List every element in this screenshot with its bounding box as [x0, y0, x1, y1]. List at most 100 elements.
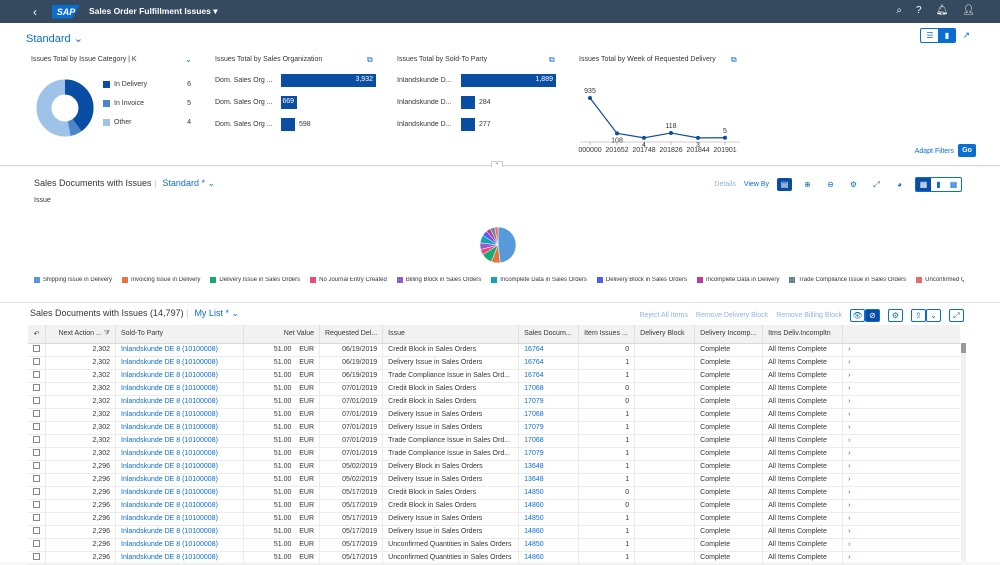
table-variant-selector[interactable]: My List * ⌄: [194, 308, 239, 318]
legend-item[interactable]: Trade Compliance Issue in Sales Orders: [789, 277, 906, 283]
scrollbar-thumb[interactable]: [961, 343, 966, 353]
row-checkbox[interactable]: [33, 436, 40, 443]
details-button[interactable]: Details: [714, 181, 736, 188]
help-icon[interactable]: ?: [916, 5, 922, 16]
pie-chart[interactable]: [478, 225, 518, 265]
data-point[interactable]: [642, 135, 646, 140]
column-header[interactable]: Delivery Incomp...: [694, 325, 764, 344]
sold-to-party-link[interactable]: Inlandskunde DE 8 (10100008): [115, 460, 244, 474]
sold-to-party-link[interactable]: Inlandskunde DE 8 (10100008): [115, 343, 244, 357]
legend-item[interactable]: Unconfirmed Q: [916, 277, 964, 283]
navigate-chevron-icon[interactable]: ›: [848, 450, 851, 457]
table-row[interactable]: 2,296 Inlandskunde DE 8 (10100008) 51.00 E…: [28, 512, 960, 526]
bar-row[interactable]: Dom. Sales Org ... 669: [215, 95, 297, 109]
chart-variant-selector[interactable]: Standard * ⌄: [162, 178, 215, 188]
legend-item[interactable]: Incomplete Data in Delivery: [696, 277, 779, 283]
table-row[interactable]: 2,302 Inlandskunde DE 8 (10100008) 51.00 E…: [28, 356, 960, 370]
open-dialog-icon[interactable]: ⧉: [549, 55, 555, 64]
row-checkbox[interactable]: [33, 423, 40, 430]
legend-item[interactable]: Delivery Block in Sales Orders: [596, 277, 687, 283]
chart-type-icon[interactable]: ◕: [897, 180, 902, 189]
sold-to-party-link[interactable]: Inlandskunde DE 8 (10100008): [115, 486, 244, 500]
row-checkbox[interactable]: [33, 358, 40, 365]
eye-icon[interactable]: 👁︎: [850, 309, 865, 322]
table-row[interactable]: 2,296 Inlandskunde DE 8 (10100008) 51.00 E…: [28, 486, 960, 500]
table-settings-icon[interactable]: ⚙: [888, 309, 903, 322]
sales-document-link[interactable]: 17079: [518, 421, 580, 435]
column-header[interactable]: Issue: [382, 325, 520, 344]
navigate-chevron-icon[interactable]: ›: [848, 476, 851, 483]
column-header[interactable]: Requested Del...: [319, 325, 384, 344]
table-row[interactable]: 2,296 Inlandskunde DE 8 (10100008) 51.00 E…: [28, 460, 960, 474]
navigate-chevron-icon[interactable]: ›: [848, 437, 851, 444]
column-header[interactable]: Sales Docum...: [518, 325, 580, 344]
eye-off-icon[interactable]: ⊘: [865, 309, 880, 322]
sold-to-party-link[interactable]: Inlandskunde DE 8 (10100008): [115, 382, 244, 396]
column-header[interactable]: Delivery Block: [634, 325, 696, 344]
zoom-in-icon[interactable]: ⊕: [804, 180, 811, 189]
table-row[interactable]: 2,302 Inlandskunde DE 8 (10100008) 51.00 E…: [28, 395, 960, 409]
table-row[interactable]: 2,302 Inlandskunde DE 8 (10100008) 51.00 E…: [28, 408, 960, 422]
remove-delivery-block-button[interactable]: Remove Delivery Block: [695, 312, 769, 319]
sold-to-party-link[interactable]: Inlandskunde DE 8 (10100008): [115, 395, 244, 409]
navigate-chevron-icon[interactable]: ›: [848, 502, 851, 509]
navigate-chevron-icon[interactable]: ›: [848, 372, 851, 379]
sales-document-link[interactable]: 16764: [518, 369, 580, 383]
navigate-chevron-icon[interactable]: ›: [848, 554, 851, 561]
drill-icon[interactable]: ▤: [777, 178, 792, 191]
navigate-chevron-icon[interactable]: ›: [848, 463, 851, 470]
sales-document-link[interactable]: 16764: [518, 343, 580, 357]
data-point[interactable]: [669, 130, 673, 135]
navigate-chevron-icon[interactable]: ›: [848, 424, 851, 431]
row-checkbox[interactable]: [33, 449, 40, 456]
navigate-chevron-icon[interactable]: ›: [848, 528, 851, 535]
sold-to-party-link[interactable]: Inlandskunde DE 8 (10100008): [115, 512, 244, 526]
user-icon[interactable]: 👤︎: [962, 5, 975, 16]
navigate-chevron-icon[interactable]: ›: [848, 359, 851, 366]
legend-in-delivery[interactable]: In Delivery 6: [103, 75, 191, 94]
pie-slice[interactable]: [494, 226, 499, 246]
table-row[interactable]: 2,302 Inlandskunde DE 8 (10100008) 51.00 E…: [28, 369, 960, 383]
sales-document-link[interactable]: 13648: [518, 460, 580, 474]
sales-document-link[interactable]: 13648: [518, 473, 580, 487]
sold-to-party-link[interactable]: Inlandskunde DE 8 (10100008): [115, 369, 244, 383]
donut-chart[interactable]: [35, 78, 95, 138]
bell-icon[interactable]: 🔔︎: [935, 5, 949, 16]
legend-other[interactable]: Other 4: [103, 113, 191, 132]
sales-document-link[interactable]: 17068: [518, 382, 580, 396]
data-point[interactable]: [696, 135, 700, 140]
sold-to-party-link[interactable]: Inlandskunde DE 8 (10100008): [115, 538, 244, 552]
legend-item[interactable]: Delivery Issue in Sales Orders: [210, 277, 300, 283]
sales-document-link[interactable]: 14860: [518, 525, 580, 539]
sales-document-link[interactable]: 14850: [518, 538, 580, 552]
row-checkbox[interactable]: [33, 371, 40, 378]
view-by-button[interactable]: View By: [743, 181, 769, 188]
sales-document-link[interactable]: 17079: [518, 447, 580, 461]
sales-document-link[interactable]: 14860: [518, 551, 580, 565]
bar-row[interactable]: Dom. Sales Org ... 598: [215, 117, 311, 131]
sold-to-party-link[interactable]: Inlandskunde DE 8 (10100008): [115, 473, 244, 487]
search-icon[interactable]: ⌕: [896, 5, 903, 16]
bar-row[interactable]: Inlandskunde D... 277: [397, 117, 491, 131]
sold-to-party-link[interactable]: Inlandskunde DE 8 (10100008): [115, 434, 244, 448]
sold-to-party-link[interactable]: Inlandskunde DE 8 (10100008): [115, 447, 244, 461]
row-checkbox[interactable]: [33, 540, 40, 547]
row-checkbox[interactable]: [33, 488, 40, 495]
legend-item[interactable]: Billing Block in Sales Orders: [396, 277, 481, 283]
row-checkbox[interactable]: [33, 553, 40, 560]
legend-item[interactable]: No Journal Entry Created: [310, 277, 387, 283]
sold-to-party-link[interactable]: Inlandskunde DE 8 (10100008): [115, 356, 244, 370]
table-row[interactable]: 2,296 Inlandskunde DE 8 (10100008) 51.00 E…: [28, 499, 960, 513]
column-header[interactable]: Next Action ... ⧩: [45, 325, 116, 344]
sales-document-link[interactable]: 14850: [518, 512, 580, 526]
data-point[interactable]: [615, 131, 619, 136]
back-icon[interactable]: ‹: [33, 4, 37, 19]
table-row[interactable]: 2,302 Inlandskunde DE 8 (10100008) 51.00 E…: [28, 421, 960, 435]
adapt-filters-link[interactable]: Adapt Filters: [914, 148, 954, 155]
legend-item[interactable]: Shipping Issue in Delivery: [34, 277, 112, 283]
navigate-chevron-icon[interactable]: ›: [848, 489, 851, 496]
row-checkbox[interactable]: [33, 514, 40, 521]
sales-document-link[interactable]: 14850: [518, 486, 580, 500]
row-checkbox[interactable]: [33, 397, 40, 404]
